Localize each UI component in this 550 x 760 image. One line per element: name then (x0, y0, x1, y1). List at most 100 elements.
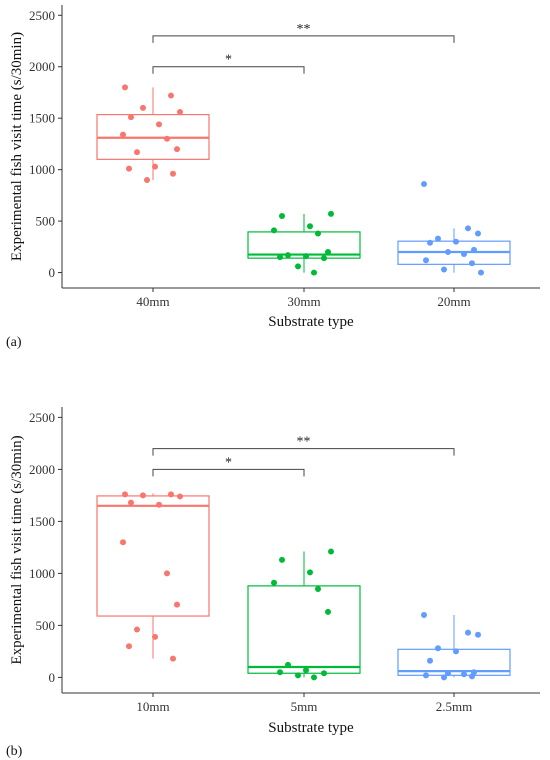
data-point (478, 269, 484, 276)
data-point (144, 176, 150, 183)
significance-bracket (152, 468, 305, 477)
data-point (311, 269, 317, 276)
data-point (122, 84, 128, 91)
box-group-30mm (247, 213, 361, 273)
box-group-2.5mm (397, 615, 511, 678)
y-tick-label: 0 (49, 670, 56, 685)
data-point (427, 657, 433, 664)
y-tick-label: 2500 (29, 410, 55, 425)
x-axis-title: Substrate type (268, 314, 354, 330)
data-point (435, 235, 441, 242)
data-point (295, 263, 301, 270)
y-tick-label: 500 (36, 214, 56, 229)
data-point (423, 257, 429, 264)
y-tick-label: 1000 (29, 566, 55, 581)
data-point (435, 645, 441, 652)
data-point (285, 661, 291, 668)
data-point (126, 165, 132, 172)
data-point (140, 492, 146, 499)
data-point (321, 670, 327, 677)
data-point (465, 225, 471, 232)
data-point (475, 230, 481, 237)
box-group-20mm (397, 228, 511, 273)
data-point (120, 539, 126, 546)
y-tick-label: 0 (49, 265, 56, 280)
data-point (469, 673, 475, 680)
data-point (465, 629, 471, 636)
data-point (277, 254, 283, 261)
significance-label: * (225, 53, 232, 68)
data-point (303, 253, 309, 260)
x-tick-label: 5mm (291, 699, 318, 714)
data-point (271, 227, 277, 234)
panel-label: (a) (6, 335, 22, 350)
data-point (471, 246, 477, 253)
data-point (277, 669, 283, 676)
y-tick-label: 1500 (29, 111, 55, 126)
significance-bracket (152, 35, 455, 43)
data-point (445, 670, 451, 677)
panel-label: (b) (6, 744, 23, 759)
y-tick-label: 500 (36, 618, 56, 633)
data-point (174, 146, 180, 153)
data-point (174, 601, 180, 608)
x-axis-title: Substrate type (268, 720, 354, 736)
data-point (164, 570, 170, 577)
data-point (177, 493, 183, 500)
data-point (134, 626, 140, 633)
data-point (307, 223, 313, 230)
data-point (168, 491, 174, 498)
data-point (453, 648, 459, 655)
data-point (461, 251, 467, 258)
data-point (177, 109, 183, 116)
box-group-40mm (96, 87, 210, 180)
box-group-10mm (96, 493, 210, 659)
data-point (279, 556, 285, 563)
data-point (328, 548, 334, 555)
data-point (156, 121, 162, 128)
data-point (328, 210, 334, 217)
data-point (469, 260, 475, 267)
data-point (140, 104, 146, 111)
y-axis-title: Experimental fish visit time (s/30min) (9, 435, 25, 664)
y-axis-title: Experimental fish visit time (s/30min) (9, 32, 25, 261)
data-point (325, 608, 331, 615)
data-point (475, 631, 481, 638)
data-point (285, 252, 291, 259)
x-tick-label: 30mm (287, 294, 320, 309)
data-point (325, 248, 331, 255)
data-point (307, 569, 313, 576)
data-point (421, 612, 427, 618)
x-tick-label: 10mm (136, 699, 169, 714)
data-point (441, 266, 447, 273)
significance-label: ** (297, 435, 311, 450)
data-point (271, 579, 277, 586)
data-point (128, 114, 134, 121)
data-point (441, 674, 447, 681)
significance-label: ** (297, 22, 311, 37)
data-point (423, 672, 429, 679)
data-point (453, 238, 459, 245)
data-point (122, 491, 128, 498)
data-point (295, 672, 301, 679)
data-point (164, 135, 170, 142)
significance-label: * (225, 455, 232, 470)
data-point (152, 163, 158, 170)
data-point (170, 655, 176, 662)
data-point (156, 501, 162, 508)
data-point (461, 671, 467, 678)
data-point (315, 230, 321, 237)
data-point (315, 586, 321, 592)
data-point (321, 255, 327, 262)
data-point (134, 149, 140, 156)
box-group-5mm (247, 551, 361, 678)
significance-bracket (152, 66, 305, 74)
box-iqr (247, 585, 361, 674)
data-point (170, 170, 176, 177)
data-point (128, 499, 134, 506)
y-tick-label: 2000 (29, 59, 55, 74)
data-point (427, 239, 433, 246)
x-tick-label: 40mm (136, 294, 169, 309)
y-tick-label: 1000 (29, 162, 55, 177)
